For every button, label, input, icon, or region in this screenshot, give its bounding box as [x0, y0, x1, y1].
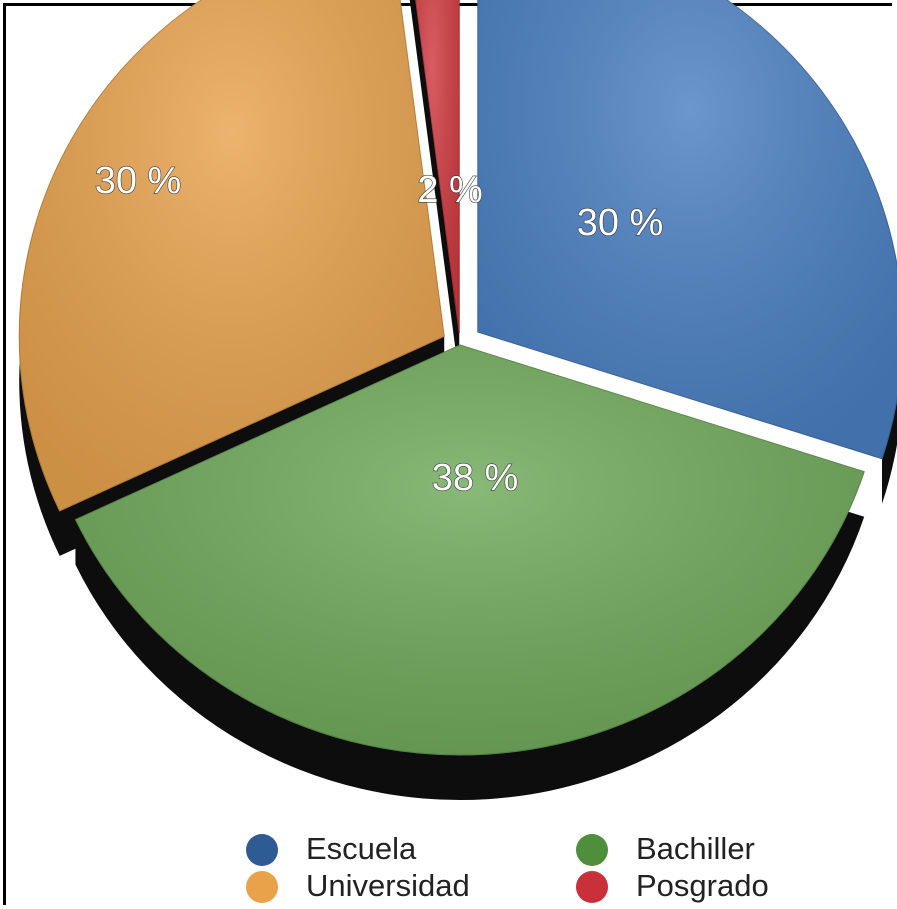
data-label-universidad: 30 % [95, 160, 182, 202]
legend-item-posgrado: Posgrado [576, 868, 769, 903]
slice-shading [19, 0, 445, 511]
legend-label: Universidad [306, 868, 470, 903]
legend-item-bachiller: Bachiller [576, 831, 755, 866]
slice-shading [75, 345, 865, 755]
data-label-escuela: 30 % [577, 202, 664, 244]
slice-shading [477, 0, 897, 459]
legend-swatch [246, 834, 278, 866]
legend-label: Escuela [306, 831, 417, 866]
legend-label: Posgrado [636, 868, 769, 903]
data-label-posgrado: 2 % [417, 169, 482, 211]
legend-swatch [246, 871, 278, 903]
legend-item-escuela: Escuela [246, 831, 417, 866]
slice-shading [415, 0, 460, 334]
legend-label: Bachiller [636, 831, 755, 866]
slice-depth-posgrado [409, 0, 460, 379]
legend-item-universidad: Universidad [246, 868, 470, 903]
legend-swatch [576, 834, 608, 866]
legend-swatch [576, 871, 608, 903]
data-label-bachiller: 38 % [432, 457, 519, 499]
